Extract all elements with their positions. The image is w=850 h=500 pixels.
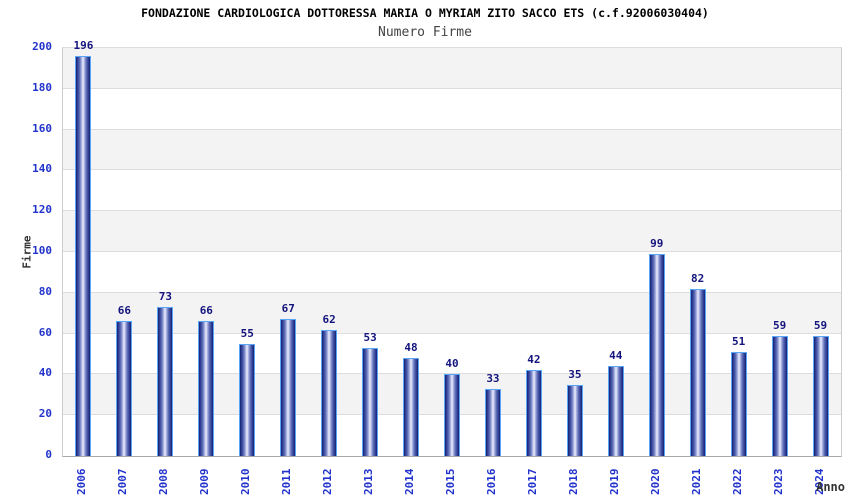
y-tick-label: 80 bbox=[38, 284, 52, 298]
bar-value-label: 62 bbox=[322, 312, 336, 326]
y-tick-label: 120 bbox=[32, 203, 52, 217]
bar-2019 bbox=[607, 366, 624, 456]
bar-value-label: 196 bbox=[73, 39, 94, 53]
x-tick-label: 2011 bbox=[280, 468, 294, 496]
x-tick-label: 2019 bbox=[607, 468, 621, 496]
bar-2009 bbox=[198, 321, 215, 456]
x-tick-label: 2015 bbox=[444, 468, 457, 496]
bar-value-label: 51 bbox=[732, 334, 746, 348]
bar-value-label: 59 bbox=[772, 318, 787, 332]
bar-value-label: 59 bbox=[813, 318, 828, 332]
y-tick-label: 60 bbox=[38, 325, 52, 339]
x-tick-label: 2014 bbox=[403, 468, 417, 496]
gridline bbox=[63, 251, 841, 252]
bar-2011 bbox=[280, 319, 297, 456]
bar-value-label: 35 bbox=[568, 367, 582, 381]
x-tick-label: 2012 bbox=[321, 468, 335, 496]
gridline bbox=[63, 332, 841, 334]
chart-title: FONDAZIONE CARDIOLOGICA DOTTORESSA MARIA… bbox=[141, 6, 709, 20]
bar-2012 bbox=[321, 329, 338, 456]
x-tick-label: 2008 bbox=[157, 468, 171, 496]
y-tick-label: 200 bbox=[32, 40, 52, 53]
bar-value-label: 48 bbox=[404, 341, 418, 355]
bar-2014 bbox=[403, 358, 420, 456]
x-tick-label: 2021 bbox=[689, 468, 703, 496]
x-tick-label: 2022 bbox=[730, 468, 744, 496]
bar-value-label: 73 bbox=[158, 290, 172, 304]
gridline bbox=[63, 128, 841, 130]
bar-value-label: 82 bbox=[691, 271, 705, 285]
gridline bbox=[63, 291, 841, 293]
bar-value-label: 40 bbox=[445, 357, 459, 371]
bar-2024 bbox=[812, 335, 829, 456]
x-axis-title: Anno bbox=[816, 480, 845, 494]
x-tick-label: 2023 bbox=[771, 468, 785, 496]
x-tick-label: 2009 bbox=[198, 468, 212, 496]
bar-2020 bbox=[648, 254, 665, 456]
plot-band-white bbox=[63, 88, 841, 130]
y-tick-label: 180 bbox=[32, 80, 52, 94]
bar-2023 bbox=[771, 335, 788, 456]
gridline bbox=[63, 87, 841, 89]
x-tick-label: 2018 bbox=[566, 468, 580, 496]
bar-2010 bbox=[239, 343, 256, 456]
bar-value-label: 53 bbox=[363, 330, 377, 344]
plot-band-white bbox=[63, 252, 841, 293]
y-tick-label: 0 bbox=[45, 448, 52, 461]
x-tick-label: 2007 bbox=[116, 468, 130, 496]
plot-band-white bbox=[63, 333, 841, 375]
y-tick-label: 140 bbox=[32, 162, 52, 176]
plot-band-gray bbox=[63, 211, 841, 252]
x-tick-label: 2017 bbox=[525, 468, 539, 496]
y-tick-label: 100 bbox=[32, 244, 52, 257]
bar-2017 bbox=[525, 370, 542, 456]
x-tick-label: 2016 bbox=[484, 468, 498, 496]
bar-value-label: 67 bbox=[281, 302, 295, 316]
bar-value-label: 99 bbox=[650, 237, 664, 251]
bar-2021 bbox=[689, 288, 706, 456]
bar-2008 bbox=[157, 307, 174, 456]
bar-value-label: 44 bbox=[609, 349, 623, 363]
plot-area: 196 66 73 66 55 67 62 53 48 40 33 42 35 44 99 82 51 59 59 bbox=[62, 40, 842, 457]
y-tick-label: 160 bbox=[32, 121, 52, 135]
x-tick-label: 2010 bbox=[239, 468, 253, 496]
x-tick-label: 2020 bbox=[648, 468, 662, 496]
plot-band-gray bbox=[63, 292, 841, 334]
x-tick-label: 2006 bbox=[75, 468, 89, 496]
bar-value-label: 66 bbox=[117, 304, 132, 318]
bar-2022 bbox=[730, 351, 747, 456]
chart-subtitle: Numero Firme bbox=[378, 25, 472, 40]
y-tick-label: 20 bbox=[38, 407, 52, 421]
plot-band-gray bbox=[63, 129, 841, 171]
y-tick-label: 40 bbox=[38, 366, 52, 380]
bar-2016 bbox=[484, 388, 501, 456]
plot-band-white bbox=[63, 170, 841, 212]
bar-value-label: 55 bbox=[240, 326, 254, 340]
bar-2013 bbox=[362, 347, 379, 456]
bar-value-label: 33 bbox=[486, 371, 500, 385]
bar-2007 bbox=[116, 321, 133, 456]
gridline bbox=[63, 373, 841, 375]
bar-2006 bbox=[75, 56, 92, 456]
plot-band-gray bbox=[63, 48, 841, 89]
bar-2018 bbox=[566, 384, 583, 456]
gridline bbox=[63, 169, 841, 171]
gridline bbox=[63, 210, 841, 212]
bar-value-label: 42 bbox=[527, 353, 541, 367]
bar-value-label: 66 bbox=[199, 304, 213, 318]
bar-2015 bbox=[444, 374, 460, 456]
x-tick-label: 2013 bbox=[362, 468, 376, 496]
